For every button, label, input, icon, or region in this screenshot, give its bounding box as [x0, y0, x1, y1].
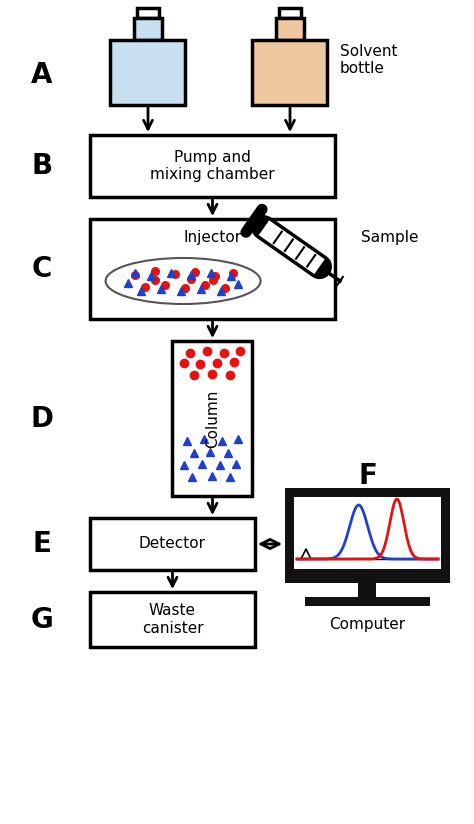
- Bar: [276, 18, 304, 40]
- Bar: [137, 8, 159, 18]
- Bar: [294, 497, 441, 569]
- Text: C: C: [32, 255, 52, 283]
- Bar: [110, 40, 185, 105]
- Bar: [173, 341, 253, 496]
- Bar: [285, 488, 450, 583]
- Bar: [90, 135, 335, 197]
- Bar: [279, 8, 301, 18]
- Text: E: E: [33, 530, 52, 558]
- Text: Solvent
bottle: Solvent bottle: [340, 44, 398, 76]
- Bar: [358, 583, 376, 597]
- Text: Sample: Sample: [361, 230, 419, 245]
- Bar: [90, 219, 335, 319]
- Text: Detector: Detector: [139, 536, 206, 551]
- Text: A: A: [31, 61, 53, 89]
- Text: Column: Column: [205, 389, 220, 447]
- Text: F: F: [358, 462, 377, 490]
- Text: Pump and
mixing chamber: Pump and mixing chamber: [150, 150, 275, 182]
- Text: Waste
canister: Waste canister: [142, 603, 203, 635]
- Text: G: G: [31, 606, 54, 634]
- Bar: [90, 518, 255, 570]
- Bar: [253, 40, 328, 105]
- Text: Injector: Injector: [183, 230, 242, 245]
- Text: B: B: [31, 152, 53, 180]
- Text: Computer: Computer: [329, 616, 406, 631]
- Ellipse shape: [106, 258, 261, 304]
- Bar: [90, 592, 255, 647]
- Bar: [305, 597, 430, 606]
- Bar: [134, 18, 162, 40]
- Text: D: D: [30, 405, 54, 433]
